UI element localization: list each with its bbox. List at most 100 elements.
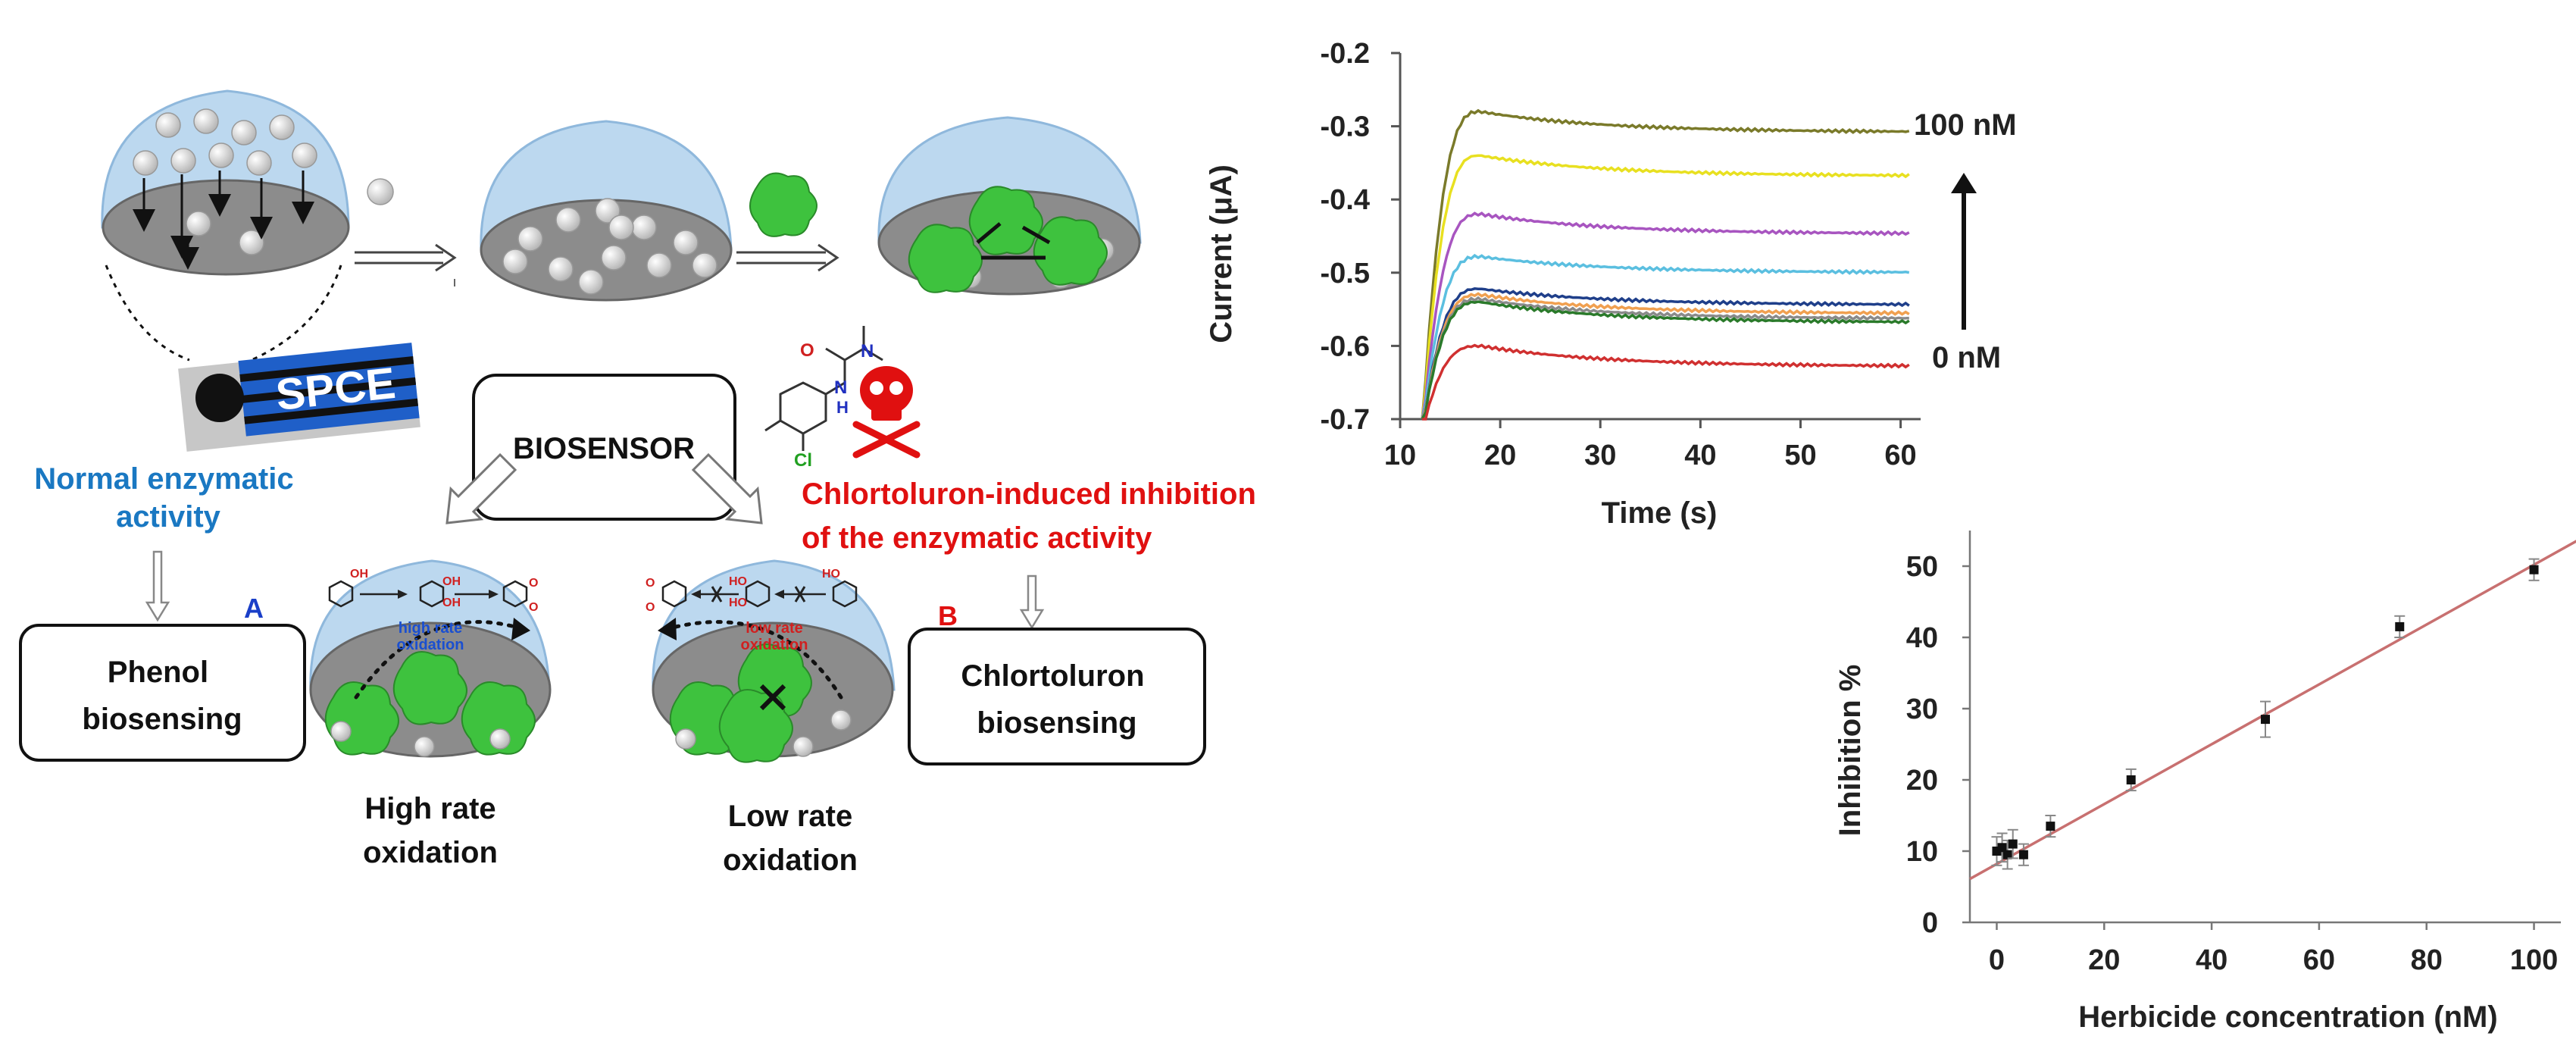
hr2-line: oxidation [397,637,464,653]
down-arrow-left [145,550,170,622]
phenol-biosensing-box: Phenol biosensing [19,624,306,762]
molecule-label-o-a1: O [529,577,538,590]
chart2-data-point [2395,621,2405,631]
hc2-line: oxidation [363,836,498,869]
inhibition-chart: 0 10 20 30 40 50 0 20 40 60 80 100 Inhibition % Her… [1834,531,2576,1034]
chart1-series-line [1421,296,1909,420]
skull-crossbones-icon [852,366,921,459]
chart2-x-tick-label: 60 [2303,944,2335,976]
chlortoluron-box-label: Chlortoluron biosensing [961,659,1152,740]
chart1-series-line [1422,343,1910,421]
molecule-label-ho-b1: HO [729,575,747,588]
molecule-label-oh-a3: OH [442,596,461,609]
down-arrow-right [1019,574,1045,630]
hc1-line: High rate [364,792,496,825]
chart2-data-point [2008,839,2018,849]
chart2-data-point [2126,775,2136,784]
ih2-line: of the enzymatic activity [802,521,1152,555]
annotation-0nm: 0 nM [1932,341,2001,374]
chart2-y-tick-label: 10 [1906,836,1938,868]
lr2-line: oxidation [741,637,808,653]
chart1-series-line [1421,211,1910,420]
ih1-line: Chlortoluron-induced inhibition [802,477,1256,511]
molecule-label-oh-a1: OH [350,568,368,581]
chart2-x-tick-label: 0 [1989,944,2005,976]
chart2-data-point [2261,715,2270,725]
chart2-y-tick-label: 0 [1922,907,1938,939]
inhibition-label: Chlortoluron-induced inhibition of the e… [802,477,1265,555]
biosensor-box: BIOSENSOR [472,374,736,521]
chart1-x-tick-label: 50 [1784,440,1816,471]
chart2-data-point [2046,822,2055,831]
dome-low-rate: O O HO HO HO low rate oxidation [646,559,896,763]
chart1-x-tick-label: 40 [1684,440,1716,471]
pb2-line: biosensing [82,703,242,736]
chart1-series-line [1421,287,1910,420]
cb2-line: biosensing [977,706,1136,740]
annotation-100nm: 100 nM [1914,108,2017,142]
na2-line: activity [116,500,221,534]
panel-a-label: A [244,593,264,624]
chart1-series-line [1421,292,1910,420]
molecule-label-o-b2: O [646,601,655,614]
chart1-x-tick-label: 30 [1584,440,1616,471]
current-time-chart: -0.2 -0.3 -0.4 -0.5 -0.6 -0.7 10 20 30 40 50 60 Cur… [1205,38,2017,530]
spce-electrode: SPCE [178,343,420,452]
cb1-line: Chlortoluron [961,659,1144,693]
chart1-x-tick-label: 60 [1884,440,1916,471]
normal-activity-label: Normal enzymatic activity [34,462,302,534]
chart1-y-tick-label: -0.7 [1321,404,1370,436]
chart2-x-tick-label: 40 [2196,944,2227,976]
lc2-line: oxidation [723,844,858,877]
chart1-y-tick-label: -0.5 [1321,258,1370,290]
molecule-label-cl: Cl [794,450,812,471]
hr1-line: high rate [399,620,462,637]
chart1-series-line [1421,300,1910,420]
molecule-label-n1: N [834,377,847,398]
chart1-series-line [1421,154,1910,420]
molecule-label-o-a2: O [529,601,538,614]
zoom-line-right [242,265,342,365]
chart2-data-point [2018,850,2028,859]
phenol-box-label: Phenol biosensing [82,656,242,736]
chart2-y-tick-label: 20 [1906,765,1938,797]
pb1-line: Phenol [108,656,208,689]
chart2-data-point [1997,843,2007,853]
electrode-dome-beads-depositing [101,89,350,276]
chart2-x-tick-label: 20 [2088,944,2120,976]
chart1-series-line [1421,253,1910,420]
lc1-line: Low rate [728,800,852,833]
chlortoluron-biosensing-box: Chlortoluron biosensing [908,628,1206,765]
chart1-y-tick-label: -0.6 [1321,330,1370,362]
process-arrow-1 [355,243,457,272]
increase-arrow-head [1951,173,1977,193]
branch-arrow-left [445,452,517,524]
electrode-dome-beads-deposited [480,120,733,302]
electrode-dome-enzymes [877,116,1142,296]
chart1-series-line [1421,108,1910,420]
lr1-line: low rate [746,620,803,637]
chart2-y-tick-label: 50 [1906,551,1938,583]
chlortoluron-molecule-icon: O N H N Cl [764,326,883,471]
molecule-label-h: H [836,398,849,417]
high-rate-inner-label: high rate oxidation [397,620,464,653]
chart1-x-label: Time (s) [1602,496,1718,530]
chart2-x-tick-label: 100 [2510,944,2558,976]
zoom-line-left [105,265,190,362]
na1-line: Normal enzymatic [34,462,293,496]
molecule-label-o-b1: O [646,577,655,590]
single-bead [367,178,394,205]
chart1-x-tick-label: 10 [1384,440,1416,471]
chart2-x-tick-label: 80 [2411,944,2443,976]
chart2-data-point [2529,565,2539,574]
molecule-label-n2: N [861,341,874,362]
chart2-y-tick-label: 30 [1906,693,1938,725]
high-rate-caption: High rate oxidation [363,792,498,869]
schematic: SPCE [19,89,1265,877]
chart2-y-tick-label: 40 [1906,622,1938,654]
molecule-label-ho-b2: HO [729,596,747,609]
process-arrow-2 [736,243,839,272]
branch-arrow-right [691,452,763,524]
molecule-label-oh-a2: OH [442,575,461,588]
